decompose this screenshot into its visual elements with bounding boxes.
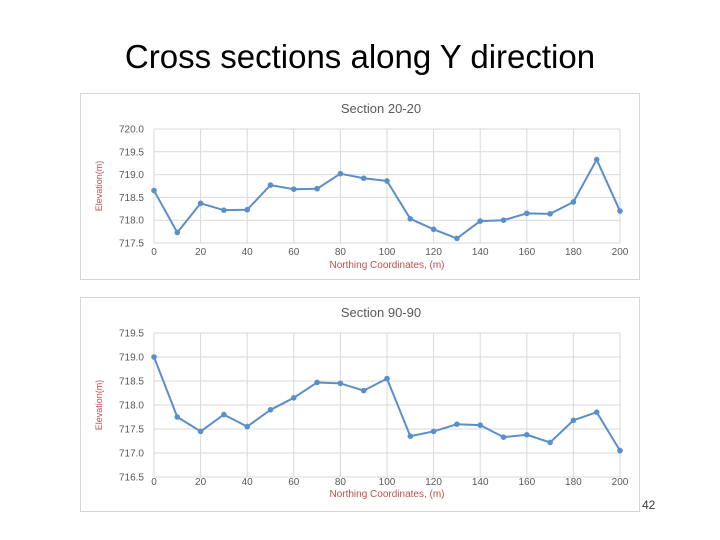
y-tick-label: 719.0 <box>119 353 144 364</box>
data-point <box>197 428 204 435</box>
data-point <box>384 178 390 184</box>
data-point <box>314 185 320 192</box>
x-tick-label: 180 <box>565 247 582 258</box>
y-axis-title: Elevation(m) <box>94 161 104 212</box>
y-tick-label: 717.0 <box>119 449 144 460</box>
page-number: 42 <box>642 498 656 512</box>
data-point <box>151 187 157 194</box>
data-point <box>384 375 390 382</box>
data-point <box>500 217 507 223</box>
data-point <box>524 210 530 217</box>
x-tick-label: 0 <box>151 477 157 488</box>
data-point <box>570 199 577 205</box>
data-point <box>360 387 367 394</box>
y-tick-label: 716.5 <box>119 473 144 484</box>
y-tick-label: 718.0 <box>119 401 144 412</box>
x-axis-title: Northing Coordinates, (m) <box>329 489 444 500</box>
x-tick-label: 20 <box>195 477 207 488</box>
data-point <box>407 433 414 439</box>
data-point <box>221 411 227 418</box>
slide-title: Cross sections along Y direction <box>124 38 596 75</box>
data-point <box>430 226 437 233</box>
data-point <box>314 379 320 386</box>
x-tick-label: 120 <box>425 477 442 488</box>
y-tick-label: 719.5 <box>119 147 144 158</box>
x-tick-label: 200 <box>612 477 629 488</box>
data-point <box>593 156 600 163</box>
x-tick-label: 160 <box>518 247 535 258</box>
x-tick-label: 40 <box>242 247 254 258</box>
y-axis-title: Elevation(m) <box>94 380 104 431</box>
data-point <box>197 200 204 207</box>
x-tick-label: 80 <box>335 247 347 258</box>
data-point <box>617 208 623 214</box>
data-point <box>244 423 250 430</box>
data-point <box>500 434 507 440</box>
data-point <box>570 417 577 424</box>
data-point <box>360 175 367 182</box>
data-point <box>430 428 437 435</box>
data-point <box>337 170 344 177</box>
y-tick-label: 717.5 <box>119 239 144 250</box>
x-tick-label: 40 <box>242 477 254 488</box>
data-point <box>454 235 460 242</box>
data-point <box>337 380 344 387</box>
y-tick-label: 718.5 <box>119 193 144 204</box>
data-point <box>617 447 623 454</box>
data-point <box>593 409 600 415</box>
x-tick-label: 60 <box>288 477 300 488</box>
data-point <box>291 186 297 192</box>
data-point <box>221 207 227 213</box>
y-tick-label: 717.5 <box>119 425 144 436</box>
x-tick-label: 140 <box>472 477 489 488</box>
x-tick-label: 100 <box>379 247 396 258</box>
x-tick-label: 0 <box>151 247 157 258</box>
y-tick-label: 720.0 <box>119 125 144 136</box>
chart-section-90-90: Section 90-90 719.5 719.0 718.5 718.0 717.5 71… <box>80 297 640 512</box>
data-point <box>244 206 250 213</box>
data-point <box>477 218 484 224</box>
chart-svg-section-20-20: Section 20-20 720.0 719.5 719.0 718.5 718.0 71… <box>94 101 629 271</box>
chart-svg-section-90-90: Section 90-90 719.5 719.0 718.5 718.0 717.5 71… <box>94 305 629 500</box>
data-point <box>454 421 460 427</box>
chart-title: Section 20-20 <box>341 101 421 116</box>
data-point <box>547 439 553 446</box>
data-point <box>524 431 530 438</box>
x-tick-label: 20 <box>195 247 207 258</box>
x-tick-label: 80 <box>335 477 347 488</box>
chart-title: Section 90-90 <box>341 305 421 320</box>
data-point <box>477 422 484 428</box>
data-point <box>267 182 274 188</box>
x-tick-label: 180 <box>565 477 582 488</box>
x-tick-label: 100 <box>379 477 396 488</box>
x-axis-title: Northing Coordinates, (m) <box>329 260 444 271</box>
x-tick-label: 120 <box>425 247 442 258</box>
data-point <box>291 395 297 401</box>
data-point <box>151 354 157 360</box>
x-tick-label: 140 <box>472 247 489 258</box>
x-tick-label: 200 <box>612 247 629 258</box>
y-tick-label: 719.5 <box>119 329 144 340</box>
data-point <box>407 216 414 222</box>
y-tick-label: 718.5 <box>119 377 144 388</box>
data-point <box>174 414 181 420</box>
data-point <box>267 407 274 413</box>
x-tick-label: 60 <box>288 247 300 258</box>
chart-section-20-20: Section 20-20 720.0 719.5 719.0 718.5 718.0 71… <box>80 93 640 280</box>
y-tick-label: 719.0 <box>119 170 144 181</box>
data-point <box>174 229 181 236</box>
data-point <box>547 211 553 217</box>
x-tick-label: 160 <box>518 477 535 488</box>
y-tick-label: 718.0 <box>119 216 144 227</box>
